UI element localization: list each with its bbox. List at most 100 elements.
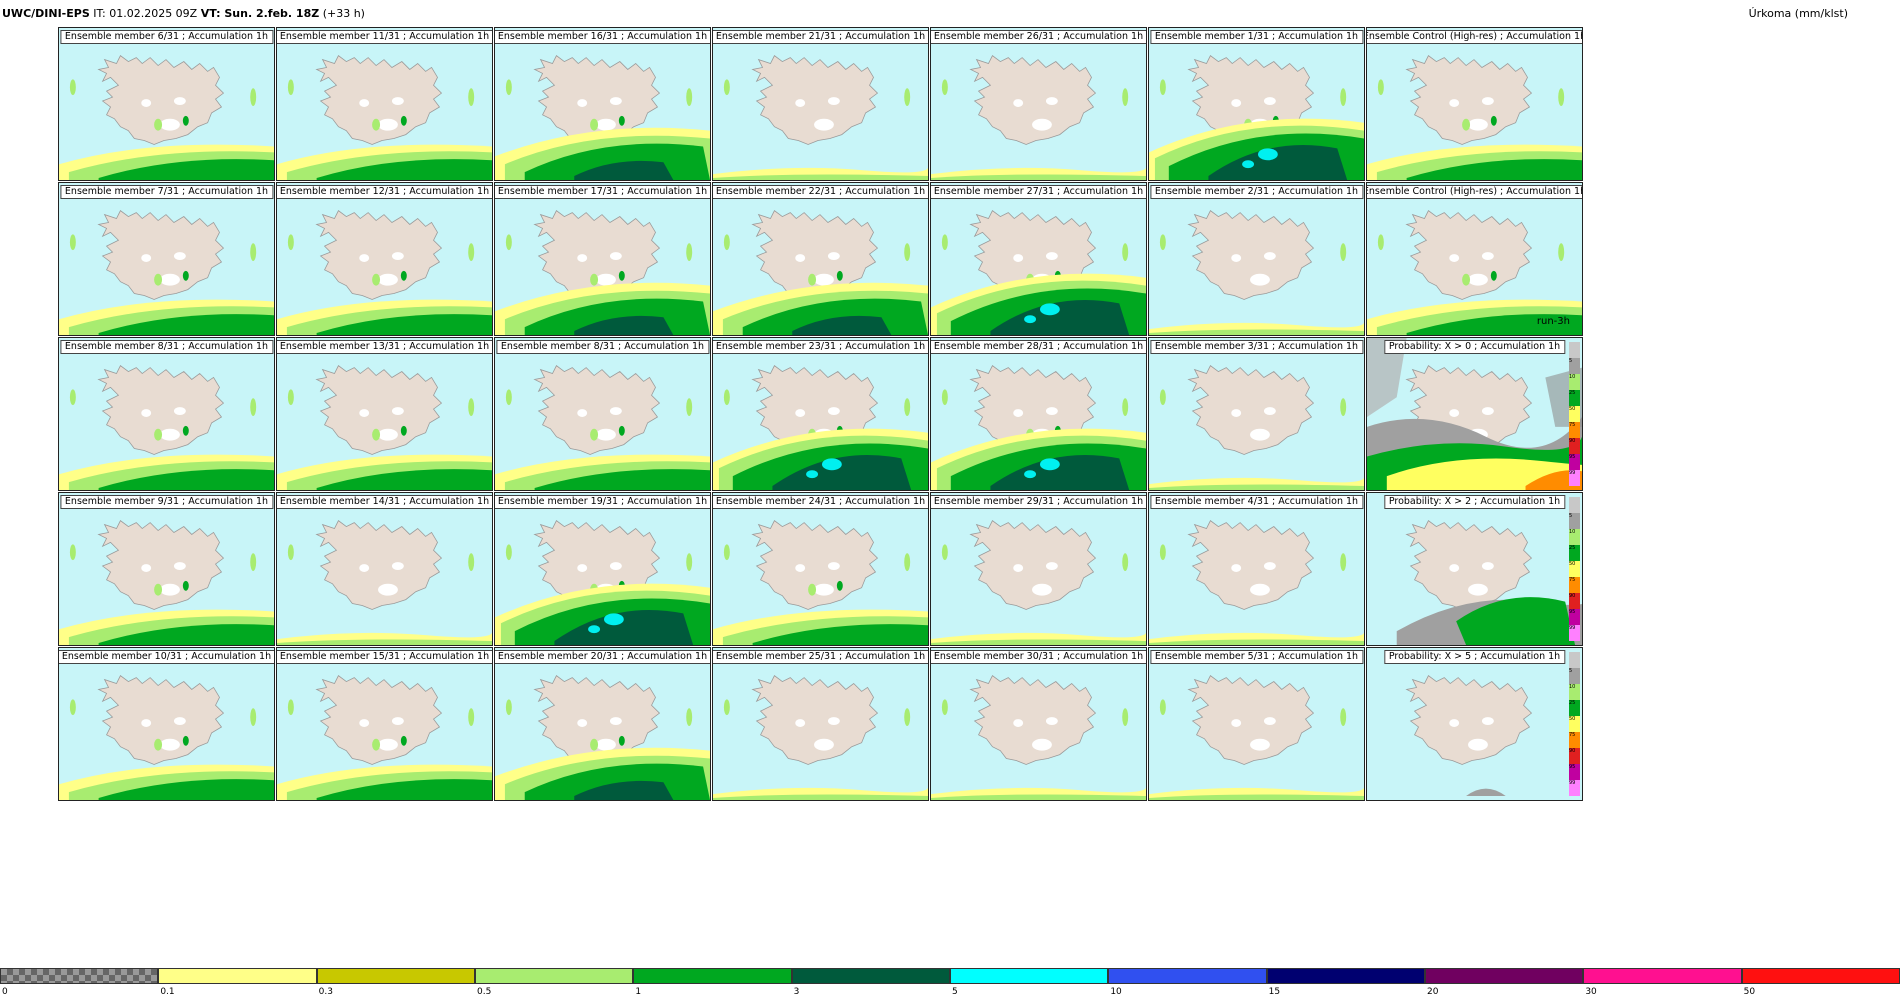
probability-scale-label: 50 xyxy=(1569,716,1576,722)
map-svg xyxy=(931,493,1146,645)
colorbar-tick-label: 10 xyxy=(1110,987,1122,997)
ensemble-member-panel: Ensemble member 5/31 ; Accumulation 1h xyxy=(1148,647,1365,801)
probability-scale-bin: 10 xyxy=(1569,529,1580,545)
ensemble-member-panel: Ensemble member 17/31 ; Accumulation 1h xyxy=(494,182,711,336)
panel-title: Ensemble Control (High-res) ; Accumulati… xyxy=(1367,185,1582,199)
probability-scale-label: 25 xyxy=(1569,390,1576,396)
colorbar-tick-label: 30 xyxy=(1585,987,1597,997)
probability-scale-label: 75 xyxy=(1569,577,1576,583)
colorbar-bin xyxy=(0,968,159,984)
probability-scale-label: 75 xyxy=(1569,732,1576,738)
map-svg xyxy=(59,493,274,645)
panel-title: Ensemble member 5/31 ; Accumulation 1h xyxy=(1149,650,1364,664)
panel-title: Ensemble member 19/31 ; Accumulation 1h xyxy=(495,495,710,509)
probability-scale-bin: 25 xyxy=(1569,545,1580,561)
colorbar-bin xyxy=(633,968,792,984)
panel-title: Ensemble member 24/31 ; Accumulation 1h xyxy=(713,495,928,509)
probability-scale-label: 95 xyxy=(1569,454,1576,460)
probability-scale-label: 10 xyxy=(1569,374,1576,380)
map-svg xyxy=(713,493,928,645)
ensemble-member-panel: Ensemble member 29/31 ; Accumulation 1h xyxy=(930,492,1147,646)
ensemble-member-panel: Ensemble member 26/31 ; Accumulation 1h xyxy=(930,27,1147,181)
colorbar-tick-label: 0 xyxy=(2,987,8,997)
colorbar-bin xyxy=(950,968,1109,984)
probability-map-panel: Probability: X > 0 ; Accumulation 1h 5 10 2… xyxy=(1366,337,1583,491)
ensemble-member-panel: Ensemble member 25/31 ; Accumulation 1h xyxy=(712,647,929,801)
colorbar-bin xyxy=(1425,968,1584,984)
probability-scale-bin: 90 xyxy=(1569,438,1580,454)
header-info: UWC/DINI-EPS IT: 01.02.2025 09Z VT: Sun.… xyxy=(2,7,365,20)
map-svg xyxy=(1149,28,1364,180)
map-svg xyxy=(1367,183,1582,335)
map-svg xyxy=(931,28,1146,180)
panel-title: Ensemble member 8/31 ; Accumulation 1h xyxy=(59,340,274,354)
colorbar-tick-label: 0.1 xyxy=(160,987,175,997)
probability-scale-bin xyxy=(1569,652,1580,668)
map-svg xyxy=(1367,28,1582,180)
ensemble-member-panel: Ensemble member 8/31 ; Accumulation 1h xyxy=(494,337,711,491)
panel-title: Probability: X > 5 ; Accumulation 1h xyxy=(1383,650,1566,664)
ensemble-map-grid: Ensemble member 6/31 ; Accumulation 1h E… xyxy=(58,27,1900,960)
valid-time: VT: Sun. 2.feb. 18Z xyxy=(200,7,320,20)
map-svg xyxy=(277,338,492,490)
probability-scale-bin: 75 xyxy=(1569,732,1580,748)
panel-title: Ensemble member 29/31 ; Accumulation 1h xyxy=(931,495,1146,509)
probability-scale-bin: 10 xyxy=(1569,374,1580,390)
ensemble-member-panel: Ensemble member 28/31 ; Accumulation 1h xyxy=(930,337,1147,491)
colorbar-tick-label: 5 xyxy=(952,987,958,997)
map-svg xyxy=(1367,493,1582,645)
map-svg xyxy=(1149,183,1364,335)
probability-scale-bin: 75 xyxy=(1569,577,1580,593)
panel-title: Ensemble member 13/31 ; Accumulation 1h xyxy=(277,340,492,354)
ensemble-member-panel: Ensemble member 4/31 ; Accumulation 1h xyxy=(1148,492,1365,646)
colorbar-tick-label: 3 xyxy=(793,987,800,997)
probability-scale-bin: 50 xyxy=(1569,716,1580,732)
map-svg xyxy=(931,648,1146,800)
panel-title: Ensemble member 2/31 ; Accumulation 1h xyxy=(1149,185,1364,199)
probability-scale-label: 90 xyxy=(1569,748,1576,754)
map-svg xyxy=(713,28,928,180)
map-svg xyxy=(931,183,1146,335)
map-svg xyxy=(713,183,928,335)
probability-scale-label: 95 xyxy=(1569,764,1576,770)
map-svg xyxy=(59,183,274,335)
panel-title: Ensemble member 23/31 ; Accumulation 1h xyxy=(713,340,928,354)
colorbar-bin xyxy=(791,968,950,984)
map-svg xyxy=(1149,648,1364,800)
map-svg xyxy=(495,28,710,180)
ensemble-member-panel: Ensemble member 2/31 ; Accumulation 1h xyxy=(1148,182,1365,336)
probability-scale-label: 50 xyxy=(1569,406,1576,412)
panel-title: Ensemble member 8/31 ; Accumulation 1h xyxy=(495,340,710,354)
panel-title: Ensemble member 1/31 ; Accumulation 1h xyxy=(1149,30,1364,44)
map-svg xyxy=(59,28,274,180)
probability-scale-bin: 10 xyxy=(1569,684,1580,700)
map-svg xyxy=(495,338,710,490)
ensemble-member-panel: Ensemble member 7/31 ; Accumulation 1h xyxy=(58,182,275,336)
probability-scale-label: 50 xyxy=(1569,561,1576,567)
panel-title: Ensemble member 20/31 ; Accumulation 1h xyxy=(495,650,710,664)
ensemble-member-panel: Ensemble member 10/31 ; Accumulation 1h xyxy=(58,647,275,801)
probability-scale-label: 90 xyxy=(1569,593,1576,599)
colorbar-bin xyxy=(1741,968,1900,984)
probability-scale: 5 10 25 50 75 90 95 99 xyxy=(1569,342,1580,486)
map-svg xyxy=(1367,648,1582,800)
ensemble-member-panel: Ensemble member 13/31 ; Accumulation 1h xyxy=(276,337,493,491)
panel-title: Ensemble member 7/31 ; Accumulation 1h xyxy=(59,185,274,199)
ensemble-member-panel: Ensemble member 19/31 ; Accumulation 1h xyxy=(494,492,711,646)
probability-scale-bin: 50 xyxy=(1569,406,1580,422)
probability-scale-bin xyxy=(1569,497,1580,513)
colorbar-tick-label: 0.5 xyxy=(477,987,492,997)
map-svg xyxy=(277,183,492,335)
panel-title: Ensemble member 28/31 ; Accumulation 1h xyxy=(931,340,1146,354)
probability-scale-label: 90 xyxy=(1569,438,1576,444)
probability-scale-label: 99 xyxy=(1569,780,1576,786)
colorbar-bin xyxy=(1266,968,1425,984)
probability-scale-bin: 50 xyxy=(1569,561,1580,577)
init-time: IT: 01.02.2025 09Z xyxy=(93,7,198,20)
ensemble-member-panel: Ensemble member 8/31 ; Accumulation 1h xyxy=(58,337,275,491)
panel-title: Ensemble member 9/31 ; Accumulation 1h xyxy=(59,495,274,509)
probability-scale-bin: 99 xyxy=(1569,625,1580,641)
map-svg xyxy=(931,338,1146,490)
colorbar-bin xyxy=(158,968,317,984)
map-svg xyxy=(713,338,928,490)
